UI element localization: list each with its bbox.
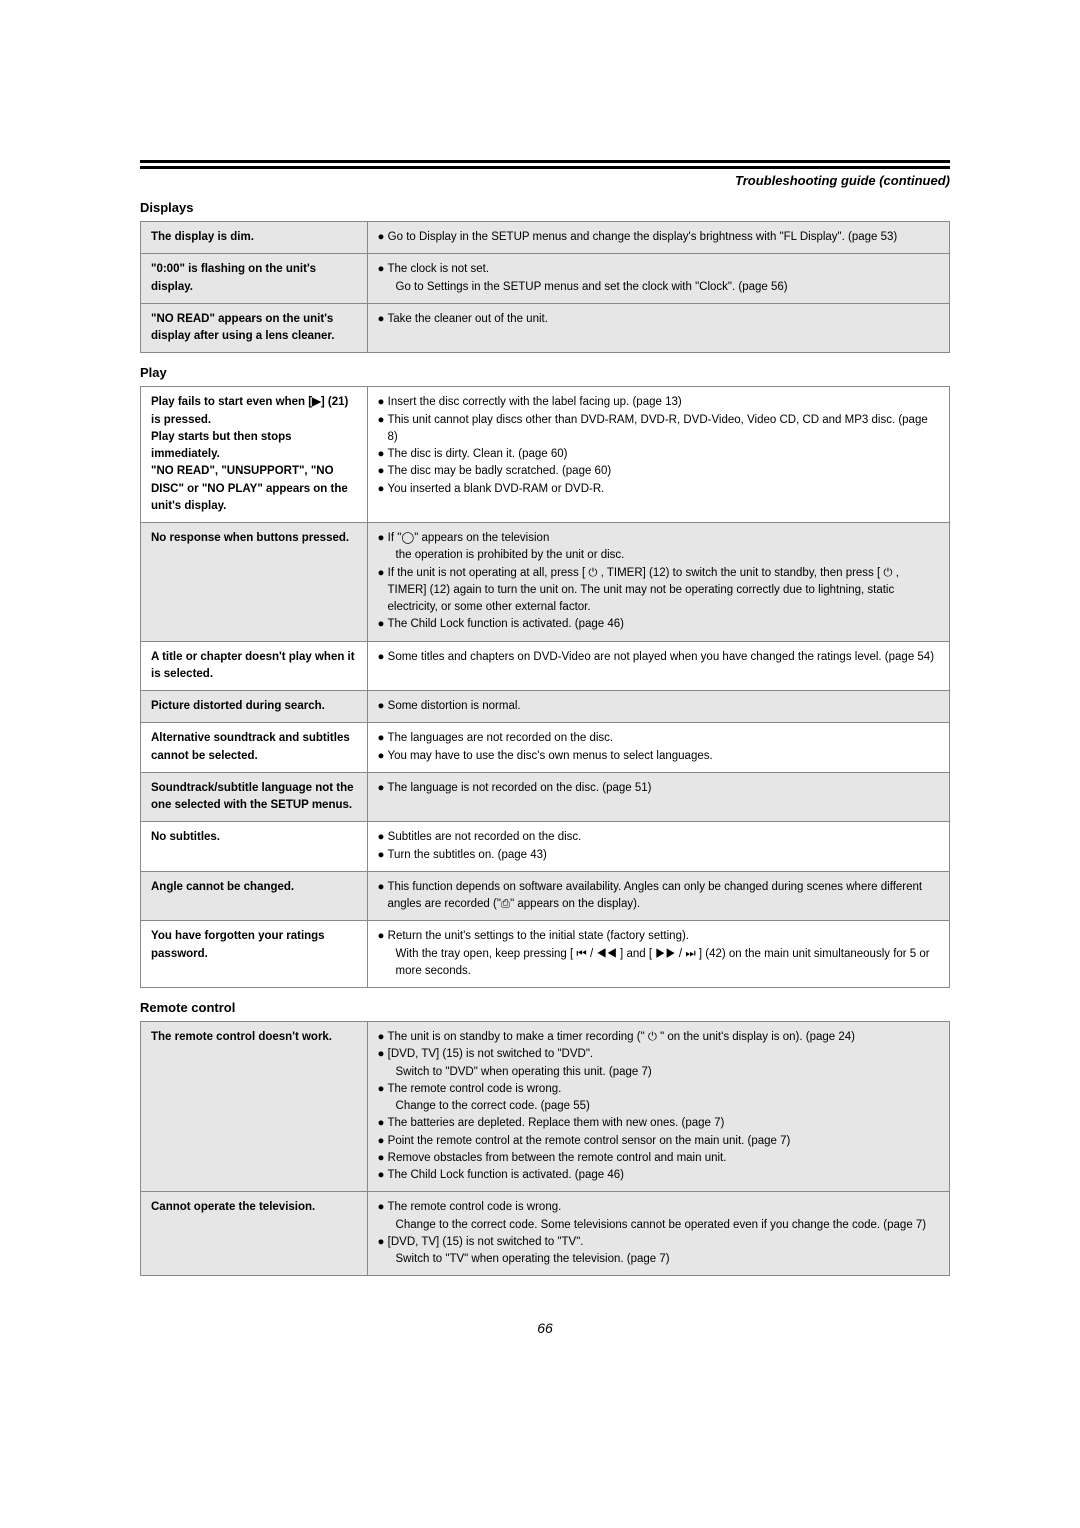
cell-right: ● Some distortion is normal.: [367, 691, 949, 723]
table-play: Play fails to start even when [▶] (21) i…: [140, 386, 950, 988]
cell-right: ● The clock is not set. Go to Settings i…: [367, 254, 949, 304]
cell-left: "NO READ" appears on the unit's display …: [141, 303, 368, 353]
cell-left: No response when buttons pressed.: [141, 523, 368, 642]
cell-right: ● The language is not recorded on the di…: [367, 772, 949, 822]
header-rule: [140, 160, 950, 169]
cell-right: ● Go to Display in the SETUP menus and c…: [367, 222, 949, 254]
cell-right: ● The remote control code is wrong. Chan…: [367, 1192, 949, 1276]
section-title-remote: Remote control: [140, 1000, 950, 1015]
table-remote: The remote control doesn't work. ● The u…: [140, 1021, 950, 1276]
cell-right: ● Some titles and chapters on DVD-Video …: [367, 641, 949, 691]
cell-right: ● If "◯" appears on the television the o…: [367, 523, 949, 642]
cell-left: Picture distorted during search.: [141, 691, 368, 723]
cell-left: No subtitles.: [141, 822, 368, 872]
cell-left: Cannot operate the television.: [141, 1192, 368, 1276]
cell-left: Angle cannot be changed.: [141, 871, 368, 921]
page: Troubleshooting guide (continued) Displa…: [0, 0, 1080, 1396]
cell-right: ● Subtitles are not recorded on the disc…: [367, 822, 949, 872]
cell-right: ● Insert the disc correctly with the lab…: [367, 387, 949, 523]
cell-left: A title or chapter doesn't play when it …: [141, 641, 368, 691]
cell-left: Alternative soundtrack and subtitles can…: [141, 723, 368, 773]
cell-right: ● The unit is on standby to make a timer…: [367, 1022, 949, 1192]
cell-left: The remote control doesn't work.: [141, 1022, 368, 1192]
cell-left: You have forgotten your ratings password…: [141, 921, 368, 988]
page-number: 66: [140, 1320, 950, 1336]
table-displays: The display is dim. ● Go to Display in t…: [140, 221, 950, 353]
header-continued: Troubleshooting guide (continued): [140, 173, 950, 188]
cell-right: ● This function depends on software avai…: [367, 871, 949, 921]
cell-right: ● Return the unit's settings to the init…: [367, 921, 949, 988]
cell-left: Play fails to start even when [▶] (21) i…: [141, 387, 368, 523]
cell-left: The display is dim.: [141, 222, 368, 254]
cell-left: "0:00" is flashing on the unit's display…: [141, 254, 368, 304]
section-title-play: Play: [140, 365, 950, 380]
cell-right: ● The languages are not recorded on the …: [367, 723, 949, 773]
section-title-displays: Displays: [140, 200, 950, 215]
cell-right: ● Take the cleaner out of the unit.: [367, 303, 949, 353]
cell-left: Soundtrack/subtitle language not the one…: [141, 772, 368, 822]
